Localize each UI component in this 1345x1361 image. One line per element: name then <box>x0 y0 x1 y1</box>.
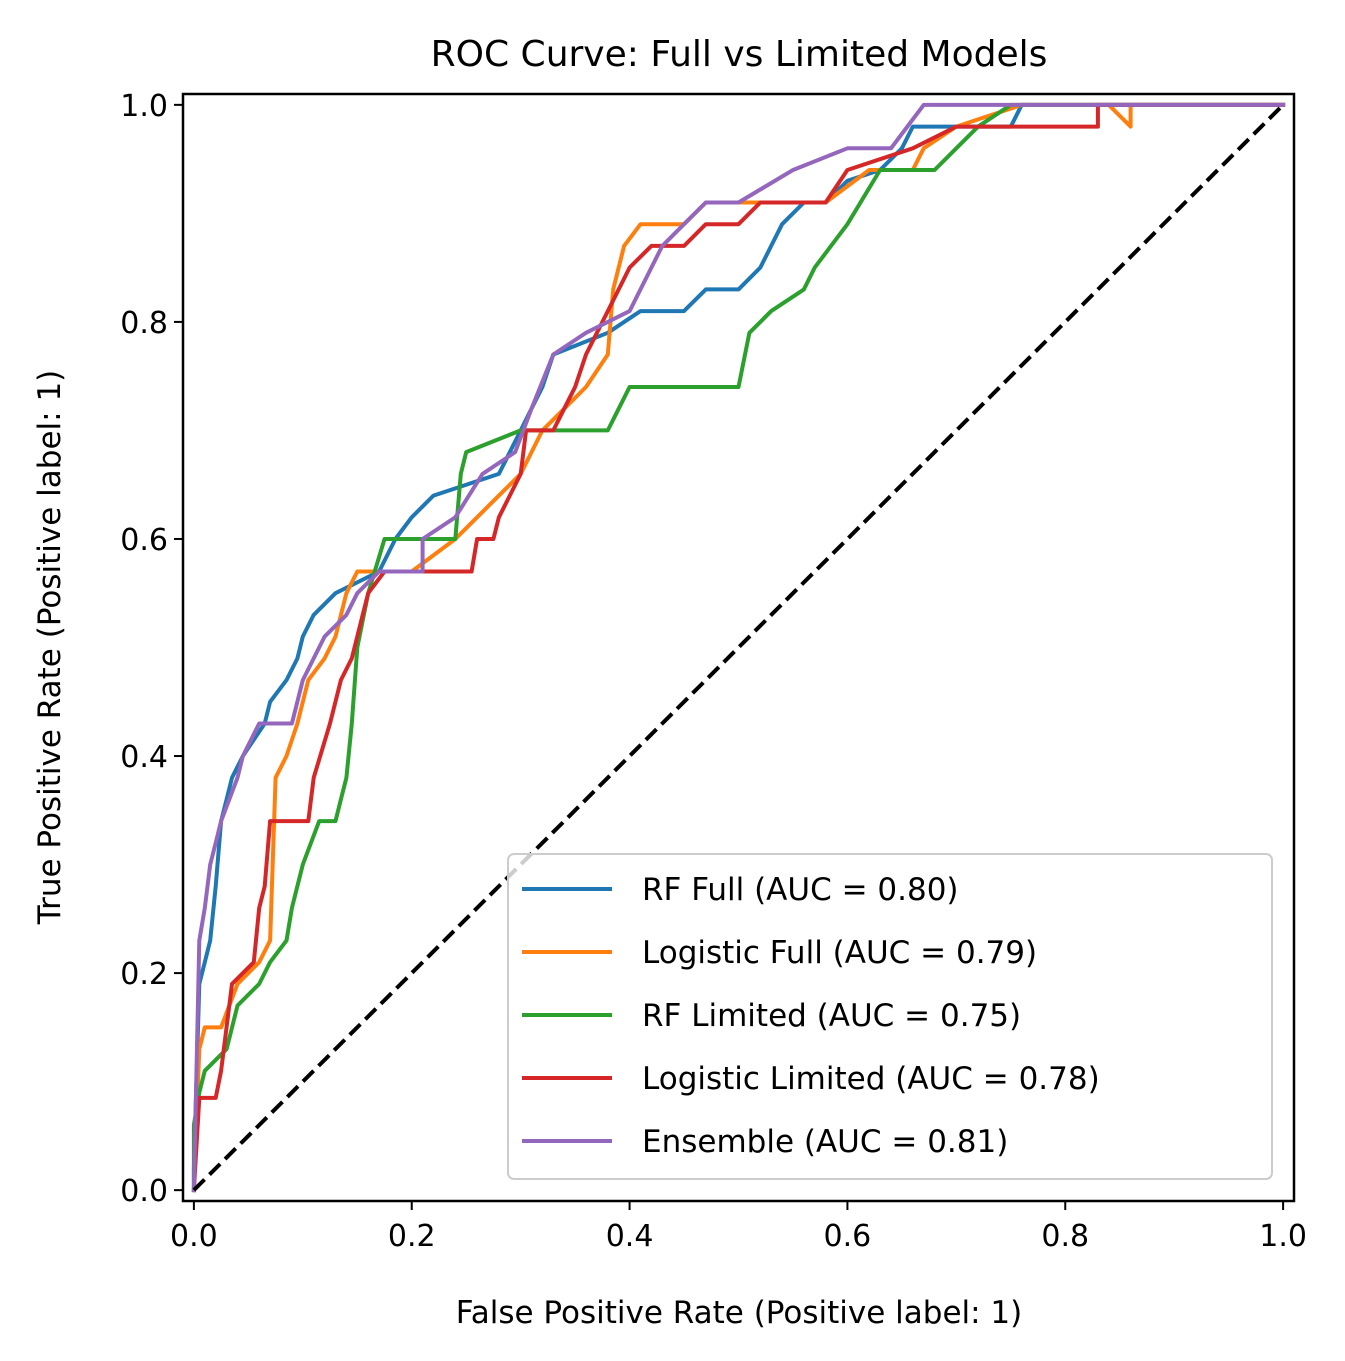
plot-frame <box>181 92 1296 1203</box>
legend-box <box>507 853 1273 1180</box>
chance-diagonal-line <box>192 103 1285 1192</box>
series-line-3 <box>191 102 1286 1193</box>
y-tick-label: 0.0 <box>120 1174 168 1209</box>
series-line-1 <box>191 102 1286 1193</box>
legend-label-0: RF Full (AUC = 0.80) <box>642 872 959 908</box>
y-tick-label: 0.2 <box>120 957 168 992</box>
y-tick-label: 0.6 <box>120 523 168 558</box>
chart-title: ROC Curve: Full vs Limited Models <box>431 34 1048 75</box>
series-layer <box>191 102 1286 1193</box>
legend-label-4: Ensemble (AUC = 0.81) <box>642 1124 1008 1160</box>
ticks: 0.0 0.2 0.4 0.6 0.8 1.0 0.0 0.2 0.4 0.6 0.8 1.0 <box>120 89 1307 1254</box>
legend-label-3: Logistic Limited (AUC = 0.78) <box>642 1061 1100 1097</box>
x-tick-label: 0.4 <box>606 1219 654 1254</box>
legend-label-2: RF Limited (AUC = 0.75) <box>642 998 1021 1034</box>
x-tick-label: 0.8 <box>1041 1219 1089 1254</box>
x-tick-label: 0.0 <box>170 1219 218 1254</box>
series-line-0 <box>191 102 1286 1193</box>
series-line-2 <box>191 102 1286 1193</box>
y-tick-label: 0.4 <box>120 740 168 775</box>
x-tick-label: 1.0 <box>1259 1219 1307 1254</box>
y-axis-label: True Positive Rate (Positive label: 1) <box>32 370 68 926</box>
legend: RF Full (AUC = 0.80) Logistic Full (AUC =… <box>507 853 1273 1180</box>
x-tick-label: 0.2 <box>388 1219 436 1254</box>
legend-label-1: Logistic Full (AUC = 0.79) <box>642 935 1037 971</box>
y-tick-label: 1.0 <box>120 89 168 124</box>
y-tick-label: 0.8 <box>120 306 168 341</box>
x-axis-label: False Positive Rate (Positive label: 1) <box>456 1295 1023 1331</box>
series-line-4 <box>191 102 1286 1193</box>
x-tick-label: 0.6 <box>824 1219 872 1254</box>
